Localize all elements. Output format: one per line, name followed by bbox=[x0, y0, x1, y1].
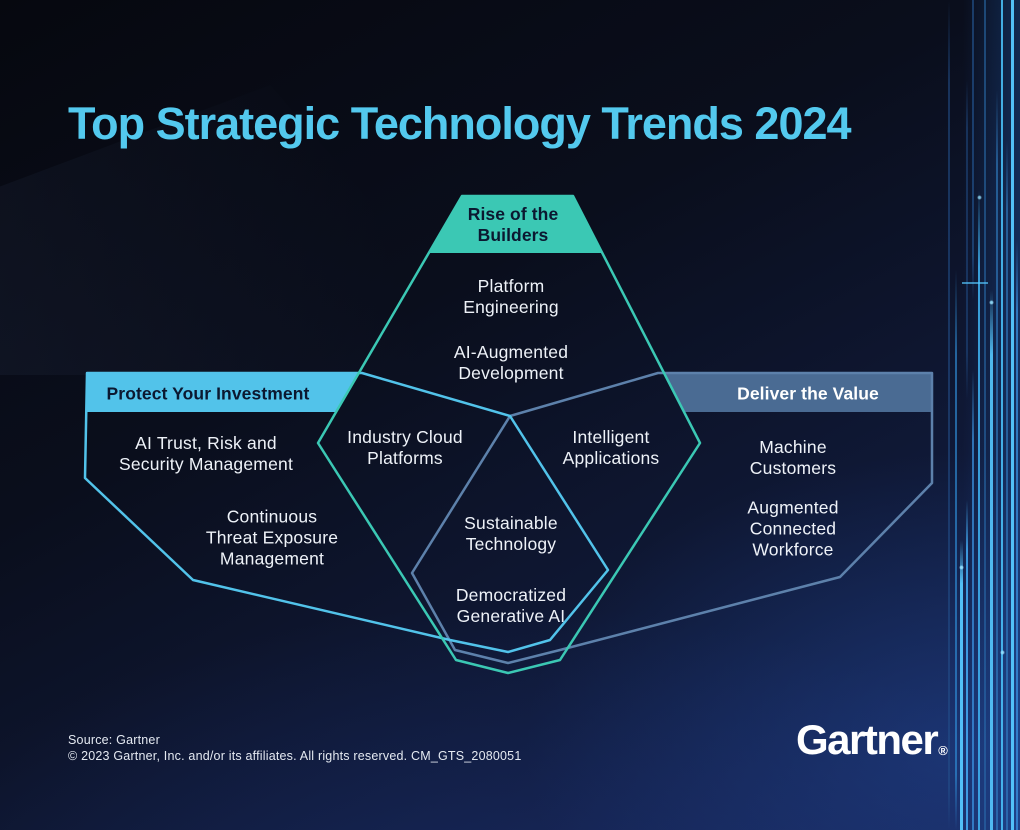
trend-industry-cloud-platforms: Industry Cloud Platforms bbox=[347, 427, 463, 468]
banner-rise-of-the-builders: Rise of the Builders bbox=[467, 204, 559, 245]
circuit-lines-decoration bbox=[944, 0, 1020, 830]
copyright-text: © 2023 Gartner, Inc. and/or its affiliat… bbox=[68, 748, 522, 763]
trend-ai-augmented-development: AI-Augmented Development bbox=[453, 342, 569, 383]
protect-outline bbox=[83, 371, 610, 654]
builders-banner-shape bbox=[429, 196, 602, 253]
banner-deliver-the-value: Deliver the Value bbox=[737, 383, 879, 404]
trend-intelligent-applications: Intelligent Applications bbox=[562, 427, 660, 468]
trend-democratized-generative-ai: Democratized Generative AI bbox=[455, 585, 567, 626]
trend-sustainable-technology: Sustainable Technology bbox=[464, 513, 558, 554]
builders-outline bbox=[316, 194, 702, 675]
page-title: Top Strategic Technology Trends 2024 bbox=[68, 98, 852, 150]
registered-mark: ® bbox=[938, 743, 948, 758]
protect-banner-shape bbox=[87, 373, 359, 412]
deliver-banner-shape bbox=[664, 373, 932, 412]
banner-protect-your-investment: Protect Your Investment bbox=[106, 383, 310, 404]
trend-continuous-threat-exposure-management: Continuous Threat Exposure Management bbox=[205, 506, 339, 569]
gartner-logo-text: Gartner bbox=[796, 716, 939, 763]
footer: Source: Gartner © 2023 Gartner, Inc. and… bbox=[68, 733, 521, 764]
trend-platform-engineering: Platform Engineering bbox=[463, 276, 559, 317]
trend-ai-trust-risk-security-management: AI Trust, Risk and Security Management bbox=[118, 433, 294, 474]
gartner-logo: Gartner® bbox=[796, 716, 948, 764]
trend-machine-customers: Machine Customers bbox=[749, 437, 837, 478]
deliver-outline bbox=[410, 371, 934, 665]
trend-augmented-connected-workforce: Augmented Connected Workforce bbox=[747, 497, 839, 560]
source-text: Source: Gartner bbox=[68, 733, 160, 747]
